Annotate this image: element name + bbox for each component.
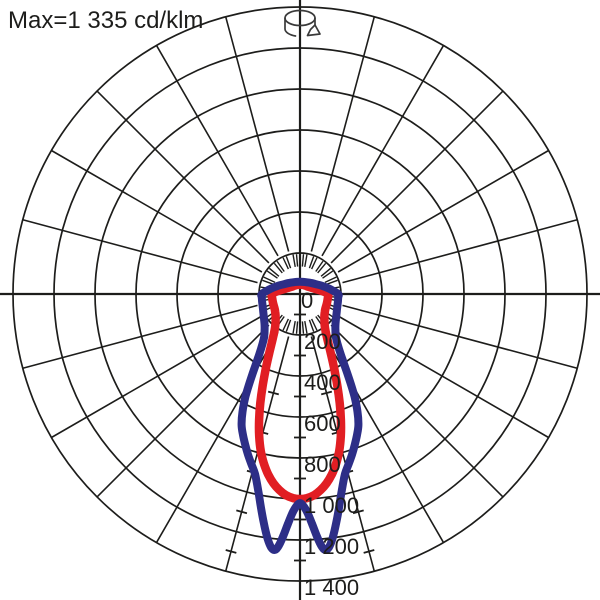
- fine-tick: [282, 257, 290, 270]
- spoke-line: [51, 315, 263, 439]
- fine-tick: [310, 257, 318, 270]
- fine-tick: [320, 267, 332, 277]
- spoke-line: [310, 16, 376, 252]
- spoke-tick: [236, 509, 248, 515]
- fine-tick: [295, 321, 299, 334]
- spoke-line: [330, 90, 504, 264]
- fine-tick: [301, 321, 305, 334]
- fine-tick: [292, 320, 296, 334]
- spoke-line: [337, 149, 549, 273]
- ring-label: 400: [304, 370, 341, 395]
- ring-label: 200: [304, 329, 341, 354]
- fine-tick: [292, 254, 296, 268]
- fine-tick: [304, 320, 308, 334]
- fine-tick: [308, 256, 315, 269]
- rotation-arrowhead: [306, 24, 321, 37]
- spoke-tick: [267, 390, 280, 396]
- blue-curve: [237, 277, 363, 554]
- fine-tick: [285, 256, 292, 269]
- rotational-symmetry-icon: [284, 9, 321, 37]
- spoke-tick: [225, 549, 237, 554]
- fine-tick: [317, 262, 327, 274]
- fine-tick: [266, 270, 278, 279]
- spoke-line: [330, 324, 504, 498]
- fine-tick: [301, 254, 305, 267]
- spoke-tick: [320, 390, 333, 396]
- ring-label: 1 400: [304, 575, 359, 600]
- max-intensity-label: Max=1 335 cd/klm: [8, 7, 204, 34]
- fine-tick: [276, 260, 285, 272]
- fine-tick: [304, 254, 308, 268]
- fine-tick: [322, 270, 334, 279]
- spoke-line: [96, 90, 270, 264]
- fine-tick: [315, 260, 324, 272]
- fine-tick: [285, 319, 292, 332]
- fine-tick: [273, 262, 283, 274]
- fine-tick: [295, 254, 299, 267]
- fine-tick: [282, 318, 290, 331]
- ring-label: 800: [304, 452, 341, 477]
- rotation-loop-top: [284, 9, 316, 27]
- fine-tick: [263, 276, 276, 284]
- fine-tick: [268, 267, 280, 277]
- ring-label: 1 200: [304, 534, 359, 559]
- spoke-line: [224, 16, 290, 252]
- spoke-line: [155, 45, 279, 257]
- spoke-line: [337, 315, 549, 439]
- spoke-tick: [363, 549, 375, 554]
- fine-tick: [310, 318, 318, 331]
- ring-label: 600: [304, 411, 341, 436]
- ring-label: 1 000: [304, 493, 359, 518]
- spoke-line: [22, 218, 258, 284]
- fine-tick: [324, 276, 337, 284]
- spoke-line: [22, 304, 258, 370]
- spoke-line: [51, 149, 263, 273]
- spoke-line: [96, 324, 270, 498]
- fine-tick: [308, 319, 315, 332]
- rotation-loop-band: [284, 17, 297, 37]
- spoke-line: [321, 45, 445, 257]
- spoke-line: [342, 218, 578, 284]
- spoke-line: [342, 304, 578, 370]
- ring-label: 0: [301, 288, 313, 313]
- spoke-tick: [352, 509, 364, 515]
